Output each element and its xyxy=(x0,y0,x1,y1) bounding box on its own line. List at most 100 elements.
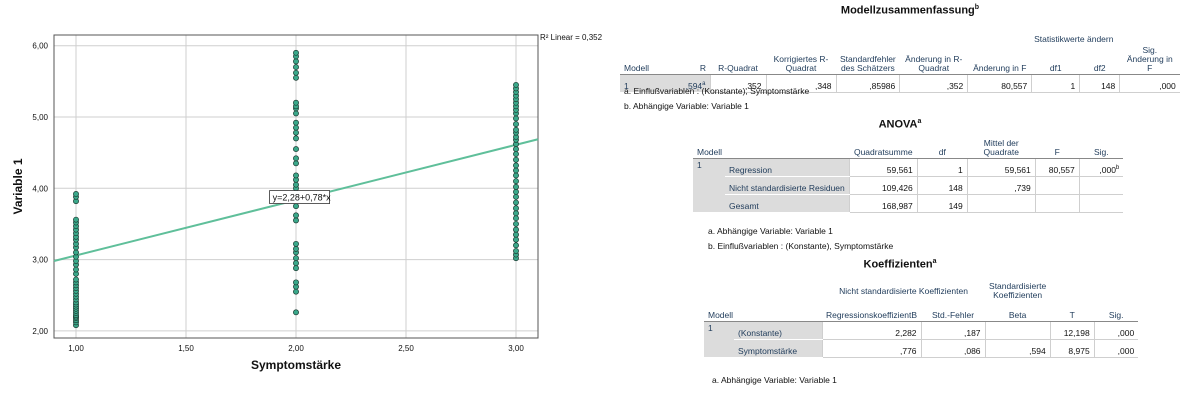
data-point xyxy=(73,191,79,197)
data-point xyxy=(513,210,519,217)
model-summary-table: Statistikwerte ändern Modell R R-Quadrat… xyxy=(620,28,1180,93)
data-points xyxy=(73,49,519,329)
data-point xyxy=(293,99,299,106)
data-point xyxy=(513,81,519,88)
col-df1: df1 xyxy=(1031,45,1080,75)
data-point xyxy=(293,203,299,210)
change-statistics-header: Statistikwerte ändern xyxy=(1034,34,1114,44)
data-point xyxy=(513,236,519,243)
data-point xyxy=(513,126,519,133)
col-r: R xyxy=(664,45,710,75)
data-point xyxy=(293,119,299,126)
col-quadratsumme: Quadratsumme xyxy=(849,138,918,159)
data-point xyxy=(513,193,519,200)
col-df: Änderung in F xyxy=(967,45,1032,75)
data-point xyxy=(513,188,519,195)
data-point xyxy=(293,110,299,117)
data-point xyxy=(293,212,299,219)
anova-note-b: b. Einflußvariablen : (Konstante), Sympt… xyxy=(708,241,894,251)
anova-title: ANOVAa xyxy=(878,118,922,131)
r-squared-label: R² Linear = 0,352 xyxy=(540,33,603,42)
table-row: Symptomstärke ,776 ,086 ,594 8,975 ,000 xyxy=(704,339,1139,358)
col-beta: Beta xyxy=(985,304,1051,322)
col-se: Std.-Fehler xyxy=(921,304,986,322)
table-row: Nicht standardisierte Residuen 109,426 1… xyxy=(693,176,1124,195)
data-point xyxy=(293,58,299,65)
equation-box: y=2,28+0,78*x xyxy=(269,190,332,204)
data-point xyxy=(513,146,519,153)
data-point xyxy=(293,135,299,142)
data-point xyxy=(293,255,299,262)
data-point xyxy=(513,226,519,233)
data-point xyxy=(293,181,299,188)
x-tick-label: 3,00 xyxy=(508,344,524,353)
data-point xyxy=(293,245,299,252)
coefficients-table: Nicht standardisierte Koeffizienten Stan… xyxy=(704,278,1139,358)
plot-frame xyxy=(53,34,539,339)
col-mittel: Mittel der Quadrate xyxy=(967,138,1036,159)
col-b: RegressionskoeffizientB xyxy=(822,304,922,322)
data-point xyxy=(293,69,299,76)
data-point xyxy=(293,124,299,131)
anova-table: Modell Quadratsumme df Mittel der Quadra… xyxy=(693,138,1124,213)
data-point xyxy=(513,178,519,185)
data-point xyxy=(293,146,299,153)
data-point xyxy=(513,156,519,163)
unstandardized-header: Nicht standardisierte Koeffizienten xyxy=(839,285,968,296)
standardized-header: Standardisierte Koeffizienten xyxy=(989,281,1047,300)
col-sig: Sig. xyxy=(1094,304,1139,322)
data-point xyxy=(73,216,79,223)
model-summary-title: Modellzusammenfassungb xyxy=(840,4,980,17)
x-tick-label: 1,50 xyxy=(178,344,194,353)
col-sig: Sig. Änderung in F xyxy=(1119,45,1180,75)
x-tick-label: 2,50 xyxy=(398,344,414,353)
data-point xyxy=(513,215,519,222)
x-tick-label: 2,00 xyxy=(288,344,304,353)
col-sig: Sig. xyxy=(1079,138,1124,159)
data-point xyxy=(513,205,519,212)
col-modell: Modell xyxy=(704,304,822,322)
y-tick-labels: 2,00 3,00 4,00 5,00 6,00 xyxy=(32,42,48,336)
col-se: Standardfehler des Schätzers xyxy=(836,45,900,75)
data-point xyxy=(513,121,519,128)
table-row: 1 ,594a ,352 ,348 ,85986 ,352 80,557 1 1… xyxy=(620,74,1180,93)
data-point xyxy=(293,279,299,286)
scatter-plot: 1,00 1,50 2,00 2,50 3,00 2,00 3,00 4,00 5,00 6,0… xyxy=(11,33,603,372)
data-point xyxy=(293,64,299,71)
y-tick-label: 4,00 xyxy=(32,184,48,193)
data-point xyxy=(513,162,519,169)
col-t: T xyxy=(1050,304,1095,322)
table-row: Gesamt 168,987 149 xyxy=(693,194,1124,213)
model-summary-note-a: a. Einflußvariablen : (Konstante), Sympt… xyxy=(624,86,810,96)
data-point xyxy=(513,231,519,238)
col-df2: df2 xyxy=(1079,45,1120,75)
col-df: df xyxy=(917,138,968,159)
data-point xyxy=(293,160,299,167)
model-summary-note-b: b. Abhängige Variable: Variable 1 xyxy=(624,101,749,111)
x-axis-label: Symptomstärke xyxy=(251,358,341,372)
x-tick-labels: 1,00 1,50 2,00 2,50 3,00 xyxy=(68,344,524,353)
data-point xyxy=(513,167,519,174)
data-point xyxy=(293,172,299,179)
data-point xyxy=(513,242,519,249)
data-point xyxy=(513,151,519,158)
data-point xyxy=(293,49,299,56)
y-tick-label: 6,00 xyxy=(32,42,48,51)
data-point xyxy=(293,288,299,295)
col-modell: Modell xyxy=(620,45,664,75)
table-row: 1 Regression 59,561 1 59,561 80,557 ,000… xyxy=(693,158,1124,213)
equation-label: y=2,28+0,78*x xyxy=(273,193,332,203)
data-point xyxy=(73,249,79,256)
data-point xyxy=(293,240,299,247)
y-tick-label: 3,00 xyxy=(32,256,48,265)
data-point xyxy=(293,217,299,224)
data-point xyxy=(513,172,519,179)
col-f: F xyxy=(1035,138,1080,159)
data-point xyxy=(293,74,299,81)
y-tick-label: 2,00 xyxy=(32,327,48,336)
anova-note-a: a. Abhängige Variable: Variable 1 xyxy=(708,226,833,236)
data-point xyxy=(73,276,79,283)
coefficients-title: Koeffizientena xyxy=(863,258,937,271)
data-point xyxy=(73,266,79,273)
x-tick-label: 1,00 xyxy=(68,344,84,353)
